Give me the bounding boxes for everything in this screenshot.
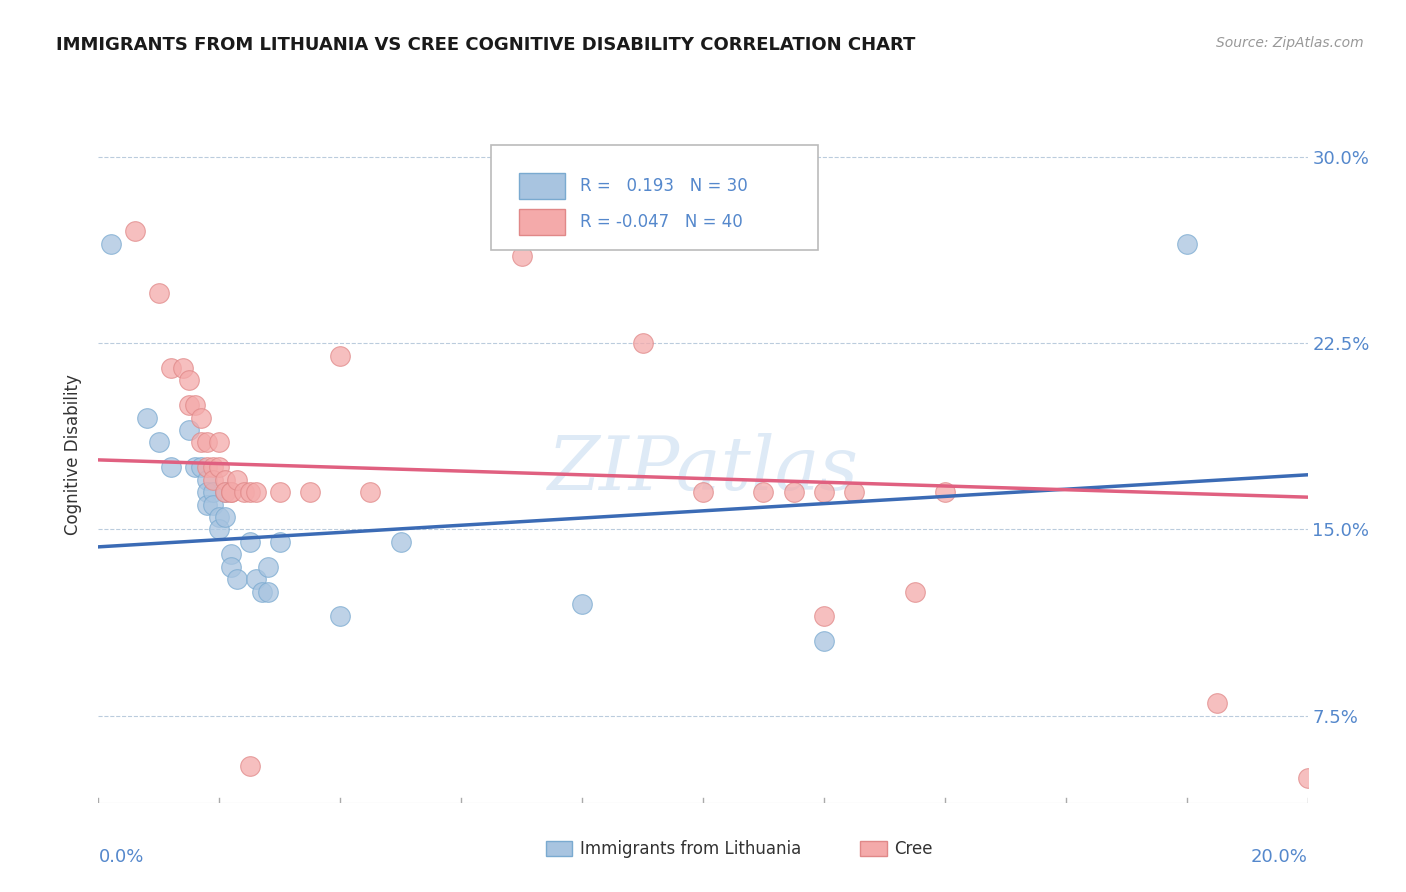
FancyBboxPatch shape: [519, 172, 565, 199]
Point: [195, 435, 218, 450]
Point: [195, 460, 218, 475]
Point: [135, 410, 157, 425]
Point: [692, 485, 714, 500]
Point: [1206, 697, 1229, 711]
Point: [250, 584, 273, 599]
Point: [329, 609, 352, 624]
Point: [214, 510, 236, 524]
Point: [190, 410, 212, 425]
Point: [934, 485, 956, 500]
Text: ZIPatlas: ZIPatlas: [547, 433, 859, 505]
Text: R =   0.193   N = 30: R = 0.193 N = 30: [579, 177, 748, 194]
Point: [1175, 236, 1198, 251]
Point: [299, 485, 322, 500]
FancyBboxPatch shape: [860, 841, 887, 856]
Point: [631, 336, 654, 351]
Text: Source: ZipAtlas.com: Source: ZipAtlas.com: [1216, 36, 1364, 50]
Point: [245, 572, 267, 586]
Text: 0.0%: 0.0%: [98, 847, 143, 865]
Point: [160, 460, 183, 475]
Point: [172, 361, 194, 376]
FancyBboxPatch shape: [546, 841, 572, 856]
Point: [256, 584, 278, 599]
Point: [269, 485, 291, 500]
Point: [239, 758, 262, 772]
Point: [184, 460, 207, 475]
Point: [245, 485, 267, 500]
Point: [190, 460, 212, 475]
Point: [208, 460, 231, 475]
Point: [221, 485, 243, 500]
Point: [208, 435, 231, 450]
Text: R = -0.047   N = 40: R = -0.047 N = 40: [579, 213, 742, 231]
Point: [221, 547, 243, 561]
Point: [214, 485, 236, 500]
Point: [195, 473, 218, 487]
Point: [510, 249, 533, 263]
Point: [813, 609, 835, 624]
Point: [214, 485, 236, 500]
Point: [904, 584, 927, 599]
Text: Immigrants from Lithuania: Immigrants from Lithuania: [579, 839, 801, 858]
Point: [1296, 771, 1319, 785]
Point: [226, 473, 249, 487]
Text: IMMIGRANTS FROM LITHUANIA VS CREE COGNITIVE DISABILITY CORRELATION CHART: IMMIGRANTS FROM LITHUANIA VS CREE COGNIT…: [56, 36, 915, 54]
Point: [360, 485, 382, 500]
Point: [844, 485, 866, 500]
Text: Cree: Cree: [894, 839, 932, 858]
Point: [221, 485, 243, 500]
Point: [179, 373, 201, 387]
FancyBboxPatch shape: [519, 209, 565, 235]
Point: [389, 535, 412, 549]
Point: [571, 597, 593, 611]
Point: [179, 423, 201, 437]
Point: [179, 398, 201, 412]
Point: [184, 398, 207, 412]
Point: [226, 572, 249, 586]
Point: [239, 535, 262, 549]
Point: [195, 498, 218, 512]
Point: [783, 485, 806, 500]
Point: [813, 634, 835, 648]
Point: [202, 460, 225, 475]
Point: [190, 435, 212, 450]
Text: 20.0%: 20.0%: [1251, 847, 1308, 865]
Point: [221, 559, 243, 574]
Point: [195, 485, 218, 500]
FancyBboxPatch shape: [492, 145, 818, 250]
Point: [148, 286, 170, 301]
Point: [232, 485, 254, 500]
Point: [208, 510, 231, 524]
Point: [124, 224, 146, 238]
Point: [269, 535, 291, 549]
Point: [202, 485, 225, 500]
Point: [256, 559, 278, 574]
Point: [208, 523, 231, 537]
Point: [148, 435, 170, 450]
Point: [329, 349, 352, 363]
Point: [813, 485, 835, 500]
Point: [202, 473, 225, 487]
Point: [214, 473, 236, 487]
Y-axis label: Cognitive Disability: Cognitive Disability: [65, 375, 83, 535]
Point: [752, 485, 775, 500]
Point: [100, 236, 122, 251]
Point: [239, 485, 262, 500]
Point: [160, 361, 183, 376]
Point: [202, 498, 225, 512]
